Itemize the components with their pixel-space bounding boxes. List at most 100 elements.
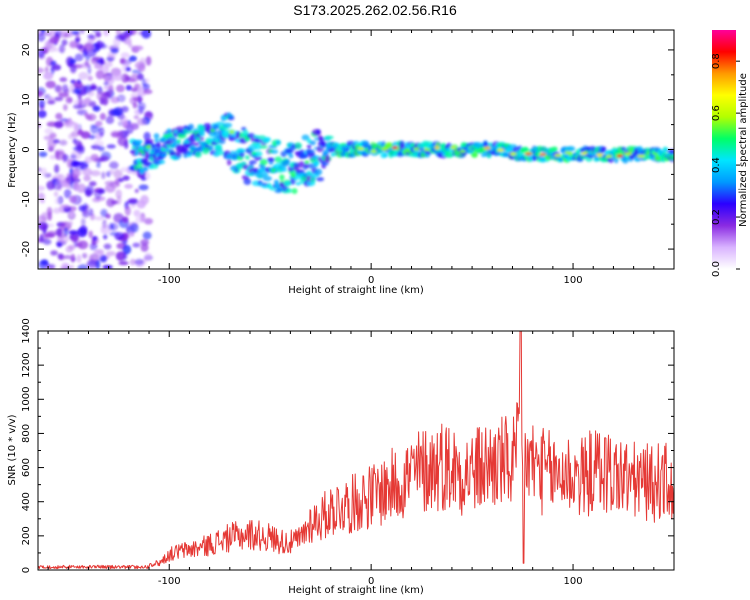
- spectrogram-cell: [239, 151, 245, 158]
- spectrogram-cell: [306, 144, 312, 149]
- spectrogram-cell: [434, 146, 440, 150]
- spectrogram-cell: [59, 118, 69, 123]
- spectrogram-cell: [166, 128, 172, 134]
- spectrogram-cell: [56, 241, 63, 248]
- spectrogram-cell: [196, 137, 201, 141]
- colorbar-label: Normalized spectral amplitude: [738, 73, 749, 227]
- spectrogram-cell: [54, 120, 64, 129]
- y-tick-label: 400: [21, 492, 32, 511]
- spectrogram-cell: [122, 175, 130, 181]
- colorbar-gradient: [712, 30, 736, 269]
- spectrogram-cell: [79, 225, 88, 235]
- spectrogram-cell: [134, 188, 139, 193]
- spectrogram-cell: [53, 96, 64, 102]
- spectrogram-y-label: Frequency (Hz): [7, 112, 18, 188]
- spectrogram-cell: [137, 101, 146, 111]
- spectrogram-cell: [46, 230, 57, 237]
- spectrogram-cell: [83, 175, 92, 182]
- spectrogram-cell: [85, 55, 91, 61]
- spectrogram-cell: [100, 208, 108, 218]
- spectrogram-cell: [71, 178, 81, 183]
- spectrogram-cell: [109, 224, 114, 230]
- spectrogram-cell: [102, 234, 108, 240]
- spectrogram-cell: [137, 63, 146, 73]
- spectrogram-cell: [134, 45, 144, 51]
- spectrogram-cell: [228, 114, 234, 119]
- spectrogram-cell: [127, 198, 139, 205]
- spectrogram-cell: [146, 144, 152, 149]
- spectrogram-cell: [76, 254, 82, 263]
- spectrogram-cell: [69, 58, 77, 65]
- spectrogram-cell: [103, 243, 112, 250]
- spectrogram-cell: [52, 138, 60, 144]
- spectrogram-cell: [116, 94, 126, 103]
- spectrogram-cell: [118, 32, 128, 42]
- spectrogram-cell: [102, 264, 113, 269]
- y-tick-label: 800: [21, 424, 32, 443]
- spectrogram-cell: [304, 163, 310, 169]
- spectrogram-cell: [554, 153, 562, 157]
- spectrogram-cell: [63, 104, 68, 111]
- spectrogram-cell: [132, 242, 141, 248]
- spectrogram-cell: [143, 217, 153, 225]
- y-tick-label: 1000: [21, 387, 32, 412]
- spectrogram-cell: [125, 84, 132, 91]
- spectrogram-cell: [109, 161, 119, 170]
- spectrogram-cell: [95, 70, 105, 80]
- colorbar-tick-label: 0.2: [711, 209, 722, 225]
- spectrogram-cell: [111, 131, 120, 138]
- spectrogram-cell: [90, 170, 101, 177]
- spectrogram-cell: [133, 139, 143, 144]
- spectrogram-cell: [81, 218, 86, 226]
- spectrogram-cell: [635, 158, 641, 162]
- spectrogram-cell: [271, 168, 276, 172]
- spectrogram-cell: [80, 99, 92, 105]
- spectrogram-cell: [95, 31, 102, 38]
- spectrogram-cell: [290, 174, 296, 178]
- spectrogram-cell: [459, 149, 466, 153]
- spectrogram-cell: [86, 259, 98, 269]
- spectrogram-cell: [142, 231, 152, 240]
- spectrogram-cell: [44, 127, 53, 135]
- spectrogram-cell: [76, 78, 82, 84]
- spectrogram-cell: [98, 145, 105, 152]
- spectrogram-cell: [53, 207, 61, 214]
- spectrogram-cell: [242, 129, 249, 137]
- spectrogram-cell: [129, 222, 139, 233]
- spectrogram-cell: [88, 230, 94, 239]
- spectrogram-cell: [616, 154, 624, 158]
- spectrogram-cell: [38, 221, 49, 231]
- snr-panel: -100 0 100 0 200 400 600 800 1000 1200 1400 Heigh…: [7, 318, 675, 596]
- spectrogram-cell: [38, 109, 47, 119]
- snr-x-label: Height of straight line (km): [288, 585, 424, 596]
- spectrogram-cell: [110, 48, 119, 54]
- spectrogram-cell: [668, 154, 674, 161]
- spectrogram-cell: [73, 170, 82, 176]
- spectrogram-cell: [155, 141, 161, 148]
- spectrogram-cell: [87, 75, 93, 81]
- spectrogram-cell: [122, 216, 129, 223]
- spectrogram-cell: [289, 177, 296, 185]
- spectrogram-cell: [143, 89, 153, 95]
- spectrogram-cell: [83, 42, 94, 52]
- spectrogram-cell: [188, 123, 194, 130]
- spectrogram-cell: [318, 136, 325, 143]
- spectrogram-cell: [301, 134, 310, 141]
- spectrogram-cell: [309, 140, 316, 146]
- spectrogram-cell: [271, 149, 279, 154]
- spectrogram-cell: [229, 130, 235, 135]
- spectrogram-cell: [103, 81, 109, 87]
- spectrogram-cell: [100, 228, 107, 234]
- spectrogram-cell: [103, 61, 113, 68]
- spectrogram-cell: [46, 44, 57, 53]
- spectrogram-cell: [450, 146, 456, 150]
- spectrogram-cell: [59, 139, 68, 146]
- spectrogram-cell: [127, 123, 138, 131]
- spectrogram-cell: [65, 96, 73, 104]
- spectrogram-cell: [254, 156, 263, 161]
- spectrogram-cell: [251, 151, 256, 156]
- spectrogram-cell: [56, 173, 66, 184]
- spectrogram-cell: [581, 151, 588, 155]
- spectrogram-cell: [38, 122, 42, 129]
- spectrogram-cell: [77, 264, 89, 269]
